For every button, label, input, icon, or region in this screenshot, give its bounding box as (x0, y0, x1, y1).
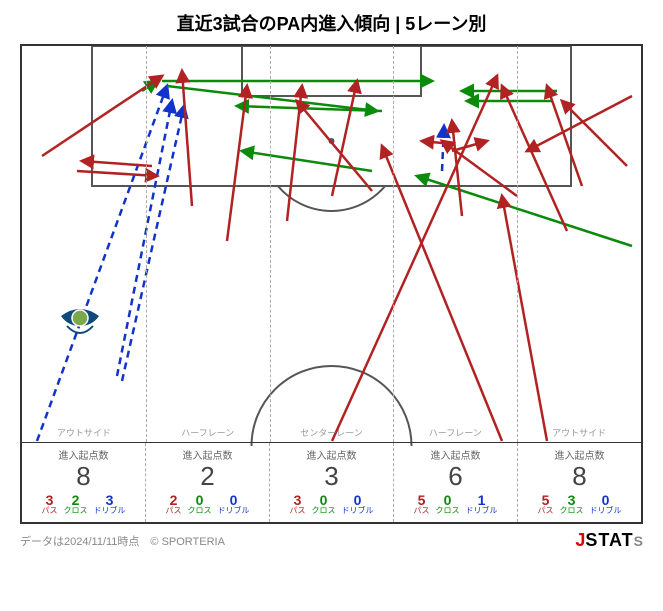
stat-item-cross: 0クロス (188, 493, 212, 515)
brand-logo: JSTATS (575, 530, 643, 551)
lane-stats-cell: 進入起点数6 5パス 0クロス 1ドリブル (393, 443, 517, 522)
stat-total: 3 (270, 462, 393, 491)
arrow-pass (527, 96, 632, 151)
stats-row: 進入起点数83パス2クロス3ドリブル進入起点数22パス0クロス0ドリブル進入起点… (22, 442, 641, 522)
arrow-pass (227, 86, 247, 241)
arrow-pass (332, 81, 357, 196)
stat-item-pass: 3パス (290, 493, 306, 515)
stat-total: 6 (394, 462, 517, 491)
stat-item-pass: 5パス (414, 493, 430, 515)
lane-stats-cell: 進入起点数8 5パス 3クロス 0ドリブル (517, 443, 641, 522)
stat-item-cross: 0クロス (436, 493, 460, 515)
stat-total: 8 (518, 462, 641, 491)
stat-item-dribble: 0ドリブル (590, 493, 622, 515)
pitch-svg (22, 46, 641, 446)
stat-title: 進入起点数 (146, 447, 269, 462)
stat-breakdown: 5パス 0クロス 1ドリブル (394, 493, 517, 515)
brand-stats: STAT (585, 530, 633, 550)
arrow-pass (547, 86, 582, 186)
chart-title: 直近3試合のPA内進入傾向 | 5レーン別 (20, 10, 643, 36)
arrow-pass (452, 141, 487, 151)
lane-divider (517, 46, 518, 442)
stat-item-pass: 3パス (42, 493, 58, 515)
footer: データは2024/11/11時点 © SPORTERIA JSTATS (20, 530, 643, 551)
team-badge (57, 296, 103, 342)
lane-divider (393, 46, 394, 442)
stat-breakdown: 5パス 3クロス 0ドリブル (518, 493, 641, 515)
stat-title: 進入起点数 (518, 447, 641, 462)
arrow-pass (502, 196, 547, 441)
footer-credit: データは2024/11/11時点 © SPORTERIA (20, 533, 225, 549)
pitch-container: アウトサイドハーフレーンセンターレーンハーフレーンアウトサイド 進入起点数83パ… (20, 44, 643, 524)
lane-label: アウトサイド (22, 424, 146, 442)
pitch-visual (22, 46, 641, 442)
arrow-dribble (117, 101, 172, 376)
lane-divider (146, 46, 147, 442)
lane-label: センターレーン (270, 424, 394, 442)
arrow-cross (142, 81, 157, 91)
arrow-pass (332, 76, 497, 441)
brand-s: S (634, 533, 643, 549)
stat-item-dribble: 3ドリブル (94, 493, 126, 515)
stat-item-dribble: 0ドリブル (342, 493, 374, 515)
arrow-pass (422, 141, 452, 144)
lane-label-row: アウトサイドハーフレーンセンターレーンハーフレーンアウトサイド (22, 424, 641, 442)
stat-title: 進入起点数 (270, 447, 393, 462)
lane-label: ハーフレーン (146, 424, 270, 442)
stat-breakdown: 3パス 0クロス 0ドリブル (270, 493, 393, 515)
stat-breakdown: 2パス 0クロス 0ドリブル (146, 493, 269, 515)
stat-item-cross: 3クロス (560, 493, 584, 515)
lane-stats-cell: 進入起点数2 2パス 0クロス 0ドリブル (145, 443, 269, 522)
arrow-pass (502, 86, 567, 231)
arrow-dribble (442, 126, 444, 171)
lane-label: アウトサイド (517, 424, 641, 442)
lane-label: ハーフレーン (393, 424, 517, 442)
stat-breakdown: 3パス 2クロス 3ドリブル (22, 493, 145, 515)
stat-item-pass: 2パス (166, 493, 182, 515)
brand-j: J (575, 530, 585, 550)
arrow-pass (42, 76, 162, 156)
stat-total: 8 (22, 462, 145, 491)
figure-root: 直近3試合のPA内進入傾向 | 5レーン別 アウトサイドハーフレーンセンターレー… (0, 0, 663, 561)
stat-item-cross: 2クロス (64, 493, 88, 515)
stat-title: 進入起点数 (394, 447, 517, 462)
stat-item-cross: 0クロス (312, 493, 336, 515)
lane-divider (270, 46, 271, 442)
stat-total: 2 (146, 462, 269, 491)
arrow-dribble (122, 106, 184, 381)
arrow-pass (297, 101, 372, 191)
lane-stats-cell: 進入起点数3 3パス 0クロス 0ドリブル (269, 443, 393, 522)
stat-title: 進入起点数 (22, 447, 145, 462)
stat-item-dribble: 1ドリブル (466, 493, 498, 515)
stat-item-pass: 5パス (538, 493, 554, 515)
stat-item-dribble: 0ドリブル (218, 493, 250, 515)
badge-icon (57, 296, 103, 342)
arrow-pass (452, 121, 462, 216)
lane-stats-cell: 進入起点数8 3パス 2クロス 3ドリブル (22, 443, 145, 522)
